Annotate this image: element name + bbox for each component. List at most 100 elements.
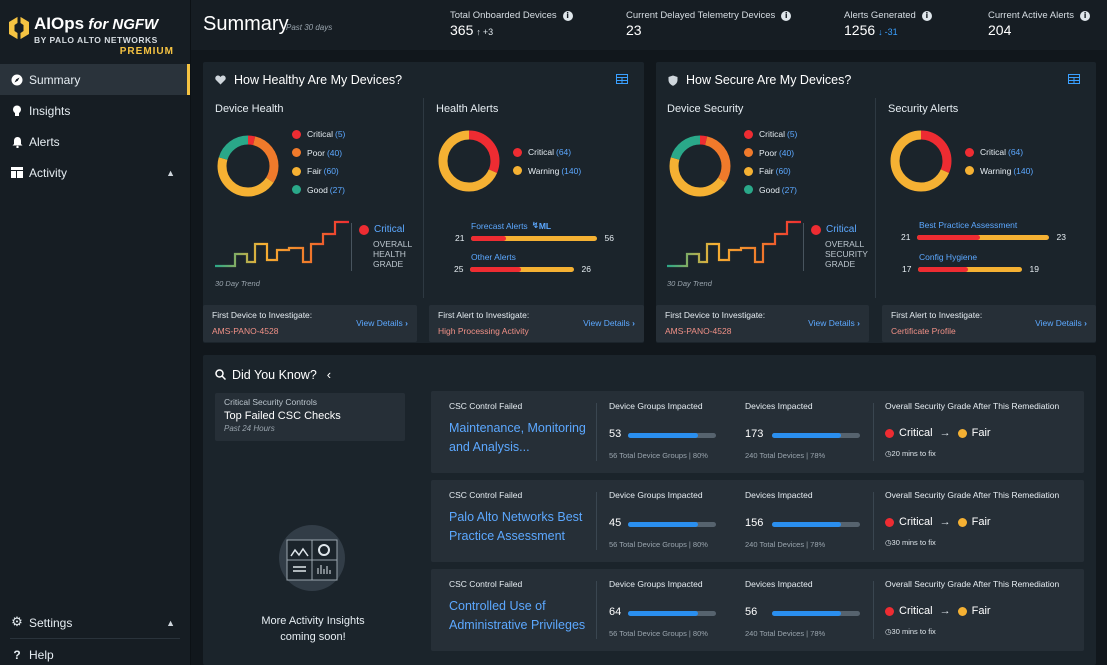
search-icon bbox=[215, 369, 226, 380]
app-logo[interactable]: AIOps for NGFW BY PALO ALTO NETWORKS PRE… bbox=[8, 10, 188, 60]
device-groups-fill bbox=[628, 611, 699, 616]
csc-control-name[interactable]: Maintenance, Monitoring and Analysis... bbox=[449, 419, 591, 457]
legend-count: (60) bbox=[775, 166, 791, 177]
view-details-link[interactable]: View Details › bbox=[1035, 318, 1087, 328]
footer-device-name[interactable]: AMS-PANO-4528 bbox=[665, 326, 732, 336]
health-alerts-donut[interactable] bbox=[436, 128, 502, 194]
sidebar-item-alerts[interactable]: Alerts bbox=[0, 126, 190, 157]
stat-value: 23 bbox=[626, 22, 642, 38]
sidebar-item-summary[interactable]: Summary bbox=[0, 64, 190, 95]
stat-onboarded: Total Onboarded Devices i 365 ↑ +3 bbox=[450, 10, 573, 38]
donut-segment-poor[interactable] bbox=[669, 135, 731, 197]
security-alerts-donut[interactable] bbox=[888, 128, 954, 194]
grade-to: Fair bbox=[971, 427, 991, 439]
legend-item-fair[interactable]: Fair (60) bbox=[292, 162, 345, 181]
activity-insights-illustration bbox=[279, 525, 345, 591]
sidebar-item-activity[interactable]: Activity ▲ bbox=[0, 157, 190, 188]
chevron-right-icon: › bbox=[1084, 318, 1087, 328]
csc-name-line: Administrative Privileges bbox=[449, 618, 586, 632]
devices-label: Devices Impacted bbox=[745, 579, 813, 589]
ml-text: ML bbox=[538, 220, 552, 231]
device-groups-bar bbox=[628, 611, 716, 616]
device-security-donut[interactable] bbox=[667, 133, 733, 199]
other-alerts-bar[interactable]: Other Alerts 25 26 bbox=[454, 252, 591, 274]
card-category: Critical Security Controls bbox=[224, 397, 318, 407]
legend-count: (64) bbox=[555, 147, 572, 158]
security-alerts-legend: Critical (64) Warning (140) bbox=[965, 143, 1033, 180]
legend-item-warning[interactable]: Warning (140) bbox=[513, 162, 581, 181]
donut-segment-poor[interactable] bbox=[217, 135, 279, 197]
health-alerts-legend: Critical (64) Warning (140) bbox=[513, 143, 581, 180]
panel-divider bbox=[875, 98, 876, 298]
bar-warning-count: 56 bbox=[604, 233, 614, 243]
legend-dot-icon bbox=[965, 147, 974, 157]
donut-segment-warning[interactable] bbox=[890, 130, 952, 192]
info-icon[interactable]: i bbox=[781, 10, 792, 21]
time-to-fix: ◷ 30 mins to fix bbox=[885, 538, 936, 547]
panel-title-text: How Healthy Are My Devices? bbox=[234, 73, 403, 87]
bar-critical-fill bbox=[470, 266, 522, 272]
info-icon[interactable]: i bbox=[1080, 10, 1091, 21]
footer-alert-name[interactable]: Certificate Profile bbox=[891, 326, 956, 336]
legend-item-good[interactable]: Good (27) bbox=[292, 181, 345, 200]
legend-item-fair[interactable]: Fair (60) bbox=[744, 162, 797, 181]
donut-segment-warning[interactable] bbox=[438, 130, 500, 192]
table-view-icon[interactable] bbox=[616, 74, 628, 84]
legend-item-poor[interactable]: Poor (40) bbox=[744, 144, 797, 163]
table-view-icon[interactable] bbox=[1068, 74, 1080, 84]
csc-control-name[interactable]: Controlled Use of Administrative Privileg… bbox=[449, 597, 591, 635]
chevron-up-icon[interactable]: ▲ bbox=[166, 167, 175, 178]
footer-device-name[interactable]: AMS-PANO-4528 bbox=[212, 326, 279, 336]
legend-item-poor[interactable]: Poor (40) bbox=[292, 144, 345, 163]
best-practice-bar[interactable]: Best Practice Assessment 21 23 bbox=[901, 220, 1066, 242]
legend-item-critical[interactable]: Critical (5) bbox=[292, 125, 345, 144]
legend-item-warning[interactable]: Warning (140) bbox=[965, 162, 1033, 181]
time-to-fix: ◷ 30 mins to fix bbox=[885, 627, 936, 636]
legend-label: Fair bbox=[759, 166, 774, 177]
legend-count: (64) bbox=[1007, 147, 1024, 158]
donut-segment-good[interactable] bbox=[669, 135, 731, 197]
view-details-link[interactable]: View Details › bbox=[808, 318, 860, 328]
sidebar-item-insights[interactable]: Insights bbox=[0, 95, 190, 126]
grade-caption: OVERALL SECURITY GRADE bbox=[811, 239, 868, 269]
legend-dot-icon bbox=[965, 166, 974, 176]
down-arrow-icon: ↓ bbox=[878, 27, 883, 37]
overall-security-grade: Critical OVERALL SECURITY GRADE bbox=[811, 225, 868, 269]
grade-divider bbox=[803, 223, 804, 271]
critical-dot-icon bbox=[359, 225, 369, 235]
legend-item-critical[interactable]: Critical (64) bbox=[513, 143, 581, 162]
top-failed-csc-card[interactable]: Critical Security Controls Top Failed CS… bbox=[215, 393, 405, 441]
legend-count: (140) bbox=[561, 165, 582, 176]
grade-transition: Critical → Fair bbox=[885, 605, 991, 617]
info-icon[interactable]: i bbox=[921, 10, 932, 21]
device-health-donut[interactable] bbox=[215, 133, 281, 199]
legend-label: Poor bbox=[759, 147, 777, 158]
devices-fill bbox=[772, 611, 841, 616]
legend-item-good[interactable]: Good (27) bbox=[744, 181, 797, 200]
csc-row-card[interactable]: CSC Control Failed Controlled Use of Admin… bbox=[431, 569, 1084, 651]
csc-control-name[interactable]: Palo Alto Networks Best Practice Assessme… bbox=[449, 508, 591, 546]
dashboard-icon bbox=[11, 167, 23, 179]
legend-count: (40) bbox=[326, 147, 343, 158]
donut-segment-fair[interactable] bbox=[217, 135, 279, 197]
footer-alert-name[interactable]: High Processing Activity bbox=[438, 326, 529, 336]
csc-label: CSC Control Failed bbox=[449, 490, 523, 500]
sidebar-item-help[interactable]: ? Help bbox=[0, 639, 190, 665]
forecast-alerts-bar[interactable]: Forecast Alerts ↯ ML 21 56 bbox=[455, 220, 614, 243]
device-groups-label: Device Groups Impacted bbox=[609, 401, 703, 411]
csc-row-card[interactable]: CSC Control Failed Maintenance, Monitorin… bbox=[431, 391, 1084, 473]
donut-segment-fair[interactable] bbox=[669, 135, 731, 197]
trend-label: 30 Day Trend bbox=[215, 279, 260, 288]
chevron-up-icon[interactable]: ▲ bbox=[166, 617, 175, 628]
time-text: 30 mins to fix bbox=[891, 538, 936, 547]
legend-item-critical[interactable]: Critical (5) bbox=[744, 125, 797, 144]
view-details-link[interactable]: View Details › bbox=[583, 318, 635, 328]
chevron-left-icon[interactable]: ‹ bbox=[326, 367, 332, 382]
view-details-link[interactable]: View Details › bbox=[356, 318, 408, 328]
config-hygiene-bar[interactable]: Config Hygiene 17 19 bbox=[902, 252, 1039, 274]
donut-segment-good[interactable] bbox=[217, 135, 279, 197]
csc-row-card[interactable]: CSC Control Failed Palo Alto Networks Bes… bbox=[431, 480, 1084, 562]
legend-item-critical[interactable]: Critical (64) bbox=[965, 143, 1033, 162]
info-icon[interactable]: i bbox=[562, 10, 573, 21]
sidebar-item-settings[interactable]: ⚙ Settings ▲ bbox=[0, 607, 190, 638]
